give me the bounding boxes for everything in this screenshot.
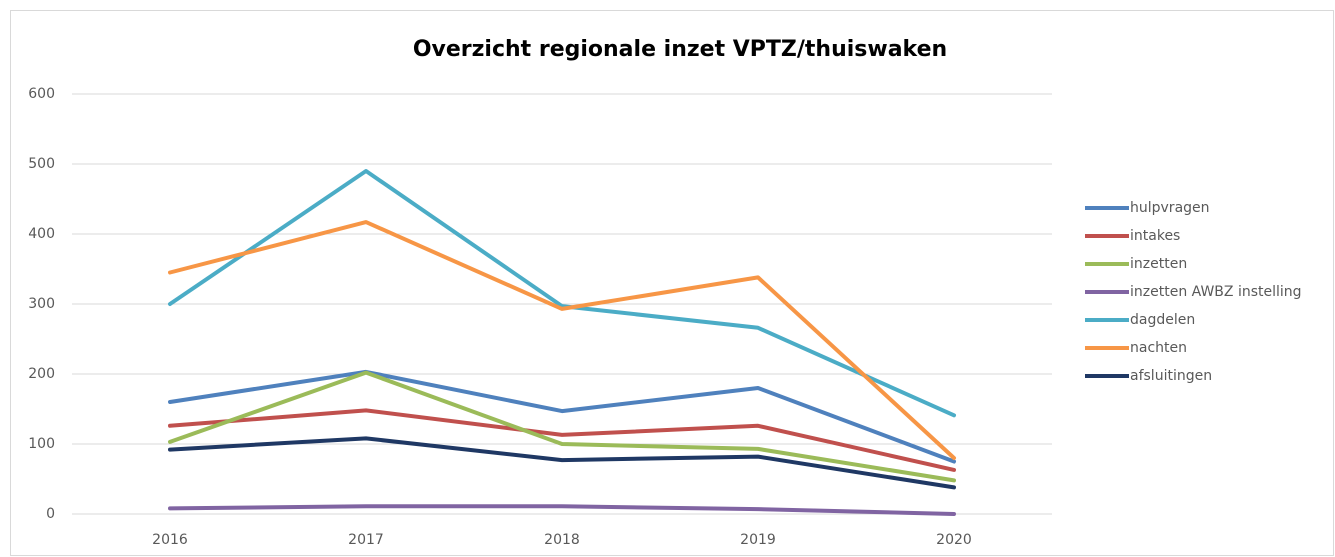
series-line [168, 169, 956, 418]
y-tick-label: 500 [28, 156, 55, 172]
y-tick-label: 600 [28, 86, 55, 102]
x-tick-label: 2020 [936, 532, 972, 548]
legend-label: hulpvragen [1130, 200, 1210, 216]
x-tick-label: 2017 [348, 532, 384, 548]
x-tick-label: 2019 [740, 532, 776, 548]
series-line [168, 220, 956, 460]
y-tick-label: 100 [28, 436, 55, 452]
series-line [168, 436, 956, 490]
x-tick-label: 2016 [152, 532, 188, 548]
legend-label: dagdelen [1130, 312, 1195, 328]
x-tick-label: 2018 [544, 532, 580, 548]
series-line [168, 370, 956, 483]
chart-title: Overzicht regionale inzet VPTZ/thuiswake… [413, 37, 947, 62]
legend-label: intakes [1130, 228, 1180, 244]
y-tick-label: 400 [28, 226, 55, 242]
y-tick-label: 0 [46, 506, 55, 522]
legend-label: inzetten [1130, 256, 1187, 272]
y-tick-label: 200 [28, 366, 55, 382]
chart-border [10, 10, 1334, 556]
y-tick-label: 300 [28, 296, 55, 312]
series-line [168, 369, 956, 464]
legend-label: inzetten AWBZ instelling [1130, 284, 1302, 300]
legend-label: nachten [1130, 340, 1187, 356]
legend-label: afsluitingen [1130, 368, 1212, 384]
series-line [168, 408, 956, 472]
series-line [168, 504, 956, 516]
